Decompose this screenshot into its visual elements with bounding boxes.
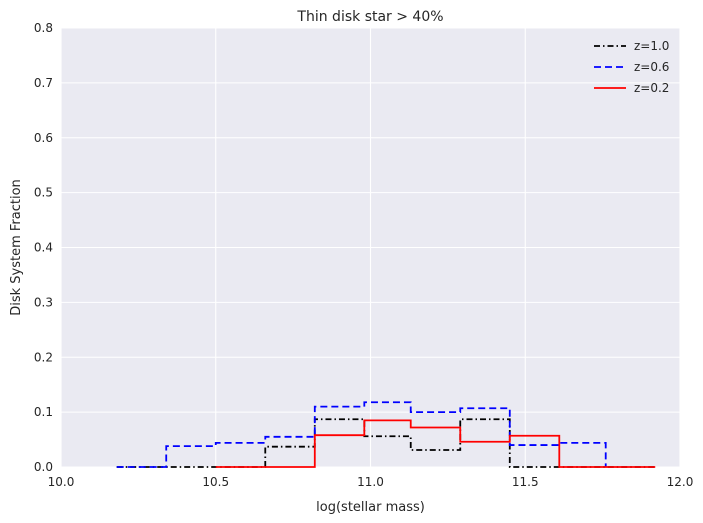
legend-label: z=1.0: [634, 39, 669, 53]
y-axis-label: Disk System Fraction: [9, 179, 24, 316]
legend-label: z=0.6: [634, 60, 669, 74]
x-tick-label: 12.0: [667, 475, 694, 489]
x-tick-label: 10.5: [202, 475, 229, 489]
x-axis-label: log(stellar mass): [316, 500, 425, 515]
series-line: [116, 401, 607, 468]
legend-label: z=0.2: [634, 81, 669, 95]
y-tick-label: 0.3: [34, 295, 53, 309]
y-tick-label: 0.1: [34, 405, 53, 419]
y-tick-label: 0.4: [34, 241, 53, 255]
y-tick-label: 0.0: [34, 460, 53, 474]
chart-title: Thin disk star > 40%: [296, 9, 443, 25]
y-tick-label: 0.5: [34, 186, 53, 200]
y-tick-label: 0.6: [34, 131, 53, 145]
series-line: [215, 419, 656, 468]
grid: [60, 27, 681, 468]
tick-labels: 10.0 10.5 11.0 11.5 12.0 0.0 0.1 0.2 0.3 0.4 0.5 0.…: [34, 21, 693, 489]
x-tick-label: 11.5: [512, 475, 539, 489]
x-tick-label: 11.0: [357, 475, 384, 489]
y-tick-label: 0.7: [34, 76, 53, 90]
y-tick-label: 0.8: [34, 21, 53, 35]
series-group: [116, 401, 656, 468]
y-tick-label: 0.2: [34, 350, 53, 364]
x-tick-label: 10.0: [48, 475, 75, 489]
legend: z=1.0 z=0.6 z=0.2: [594, 39, 669, 95]
